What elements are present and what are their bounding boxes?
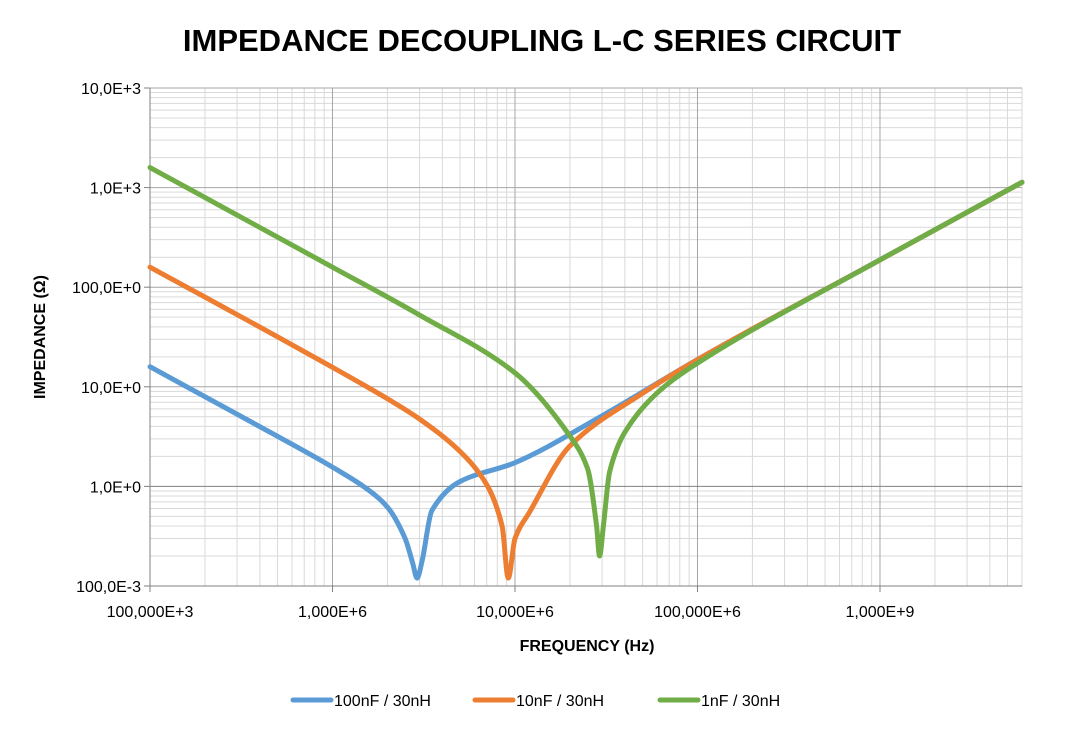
series-line-3 <box>147 165 1025 559</box>
y-tick-label: 10,0E+0 <box>81 380 141 397</box>
legend-label-3: 1nF / 30nH <box>701 693 780 710</box>
y-tick-label: 100,0E-3 <box>76 579 141 596</box>
legend-label-2: 10nF / 30nH <box>516 693 604 710</box>
axes: 100,000E+3 1,000E+6 10,000E+6 100,000E+6 1,0… <box>72 81 1022 621</box>
x-tick-label: 10,000E+6 <box>476 604 554 621</box>
grid <box>149 87 1023 587</box>
x-tick-label: 1,000E+6 <box>298 604 367 621</box>
x-tick-label: 1,000E+9 <box>846 604 915 621</box>
x-tick-label: 100,000E+3 <box>107 604 194 621</box>
x-tick-label: 100,000E+6 <box>654 604 741 621</box>
chart-title: IMPEDANCE DECOUPLING L-C SERIES CIRCUIT <box>183 23 901 58</box>
legend: 100nF / 30nH 10nF / 30nH 1nF / 30nH <box>290 693 780 710</box>
y-axis-title: IMPEDANCE (Ω) <box>32 275 49 399</box>
y-tick-label: 10,0E+3 <box>81 81 141 98</box>
y-tick-label: 1,0E+0 <box>90 479 141 496</box>
y-tick-label: 100,0E+0 <box>72 280 141 297</box>
y-tick-label: 1,0E+3 <box>90 181 141 198</box>
legend-label-1: 100nF / 30nH <box>334 693 431 710</box>
x-axis-title: FREQUENCY (Hz) <box>520 638 655 655</box>
series-lines <box>147 165 1025 581</box>
